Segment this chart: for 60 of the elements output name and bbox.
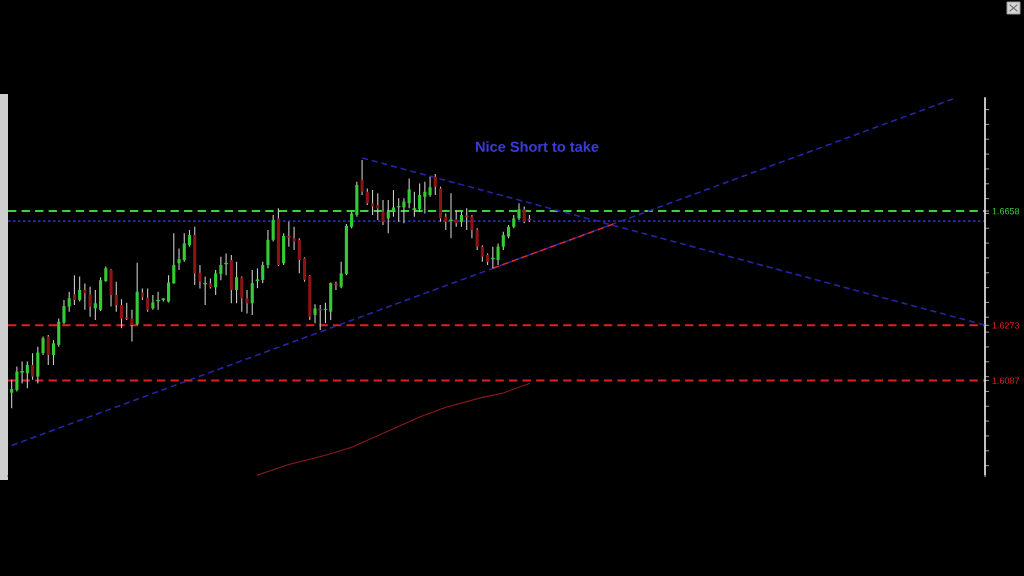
- candlestick: [370, 189, 375, 216]
- candlestick: [57, 317, 61, 348]
- candlestick: [41, 335, 45, 356]
- candlestick: [93, 289, 97, 321]
- candlestick: [407, 177, 411, 209]
- candlestick: [10, 379, 14, 409]
- candlestick: [255, 267, 260, 289]
- candlestick: [333, 281, 338, 291]
- candlestick: [271, 214, 275, 243]
- candlestick: [78, 276, 82, 303]
- candlestick: [376, 192, 380, 221]
- candlestick: [214, 269, 218, 296]
- candlestick: [292, 226, 296, 251]
- candlestick: [313, 303, 317, 324]
- candlestick: [501, 231, 505, 251]
- candlestick: [203, 276, 208, 306]
- candlestick: [46, 334, 50, 366]
- candlestick: [182, 232, 186, 263]
- candlestick: [15, 365, 19, 392]
- candlestick: [20, 360, 25, 384]
- candlestick: [224, 252, 229, 276]
- y-tick-label: 1.6273: [992, 322, 1020, 329]
- candlestick: [156, 291, 161, 311]
- candlestick: [31, 352, 35, 381]
- candlestick: [475, 227, 479, 251]
- candlestick: [119, 298, 124, 329]
- candlestick: [88, 286, 92, 318]
- candlestick: [433, 173, 437, 196]
- candlestick: [470, 214, 474, 239]
- y-tick-label: 1.6087: [992, 377, 1020, 384]
- annotation: Nice Short to take: [475, 141, 599, 152]
- candlestick: [396, 197, 401, 223]
- candlestick: [250, 269, 254, 316]
- candlestick: [381, 199, 385, 226]
- candlestick: [286, 221, 291, 248]
- candlestick: [245, 289, 249, 314]
- candlestick: [72, 274, 76, 306]
- candlestick: [464, 207, 469, 231]
- candlestick: [234, 261, 239, 304]
- candlestick: [25, 360, 29, 389]
- y-tick-label: 1.6658: [992, 208, 1020, 215]
- candlestick: [172, 232, 176, 284]
- candlestick: [51, 339, 56, 366]
- candlestick: [67, 291, 71, 313]
- candlestick: [146, 287, 150, 313]
- candlestick: [339, 261, 343, 289]
- candlestick: [177, 247, 181, 271]
- candlestick: [428, 176, 432, 198]
- line-series: [256, 382, 531, 476]
- candlestick: [360, 159, 364, 196]
- candlestick: [151, 294, 155, 311]
- candlestick: [219, 256, 223, 281]
- candlestick: [83, 282, 87, 311]
- candlestick: [496, 242, 500, 266]
- candlestick: [198, 264, 202, 290]
- candlestick: [114, 281, 118, 313]
- candlestick: [302, 256, 307, 283]
- candlestick: [240, 276, 244, 313]
- candlestick: [62, 299, 66, 325]
- candlestick: [297, 237, 301, 274]
